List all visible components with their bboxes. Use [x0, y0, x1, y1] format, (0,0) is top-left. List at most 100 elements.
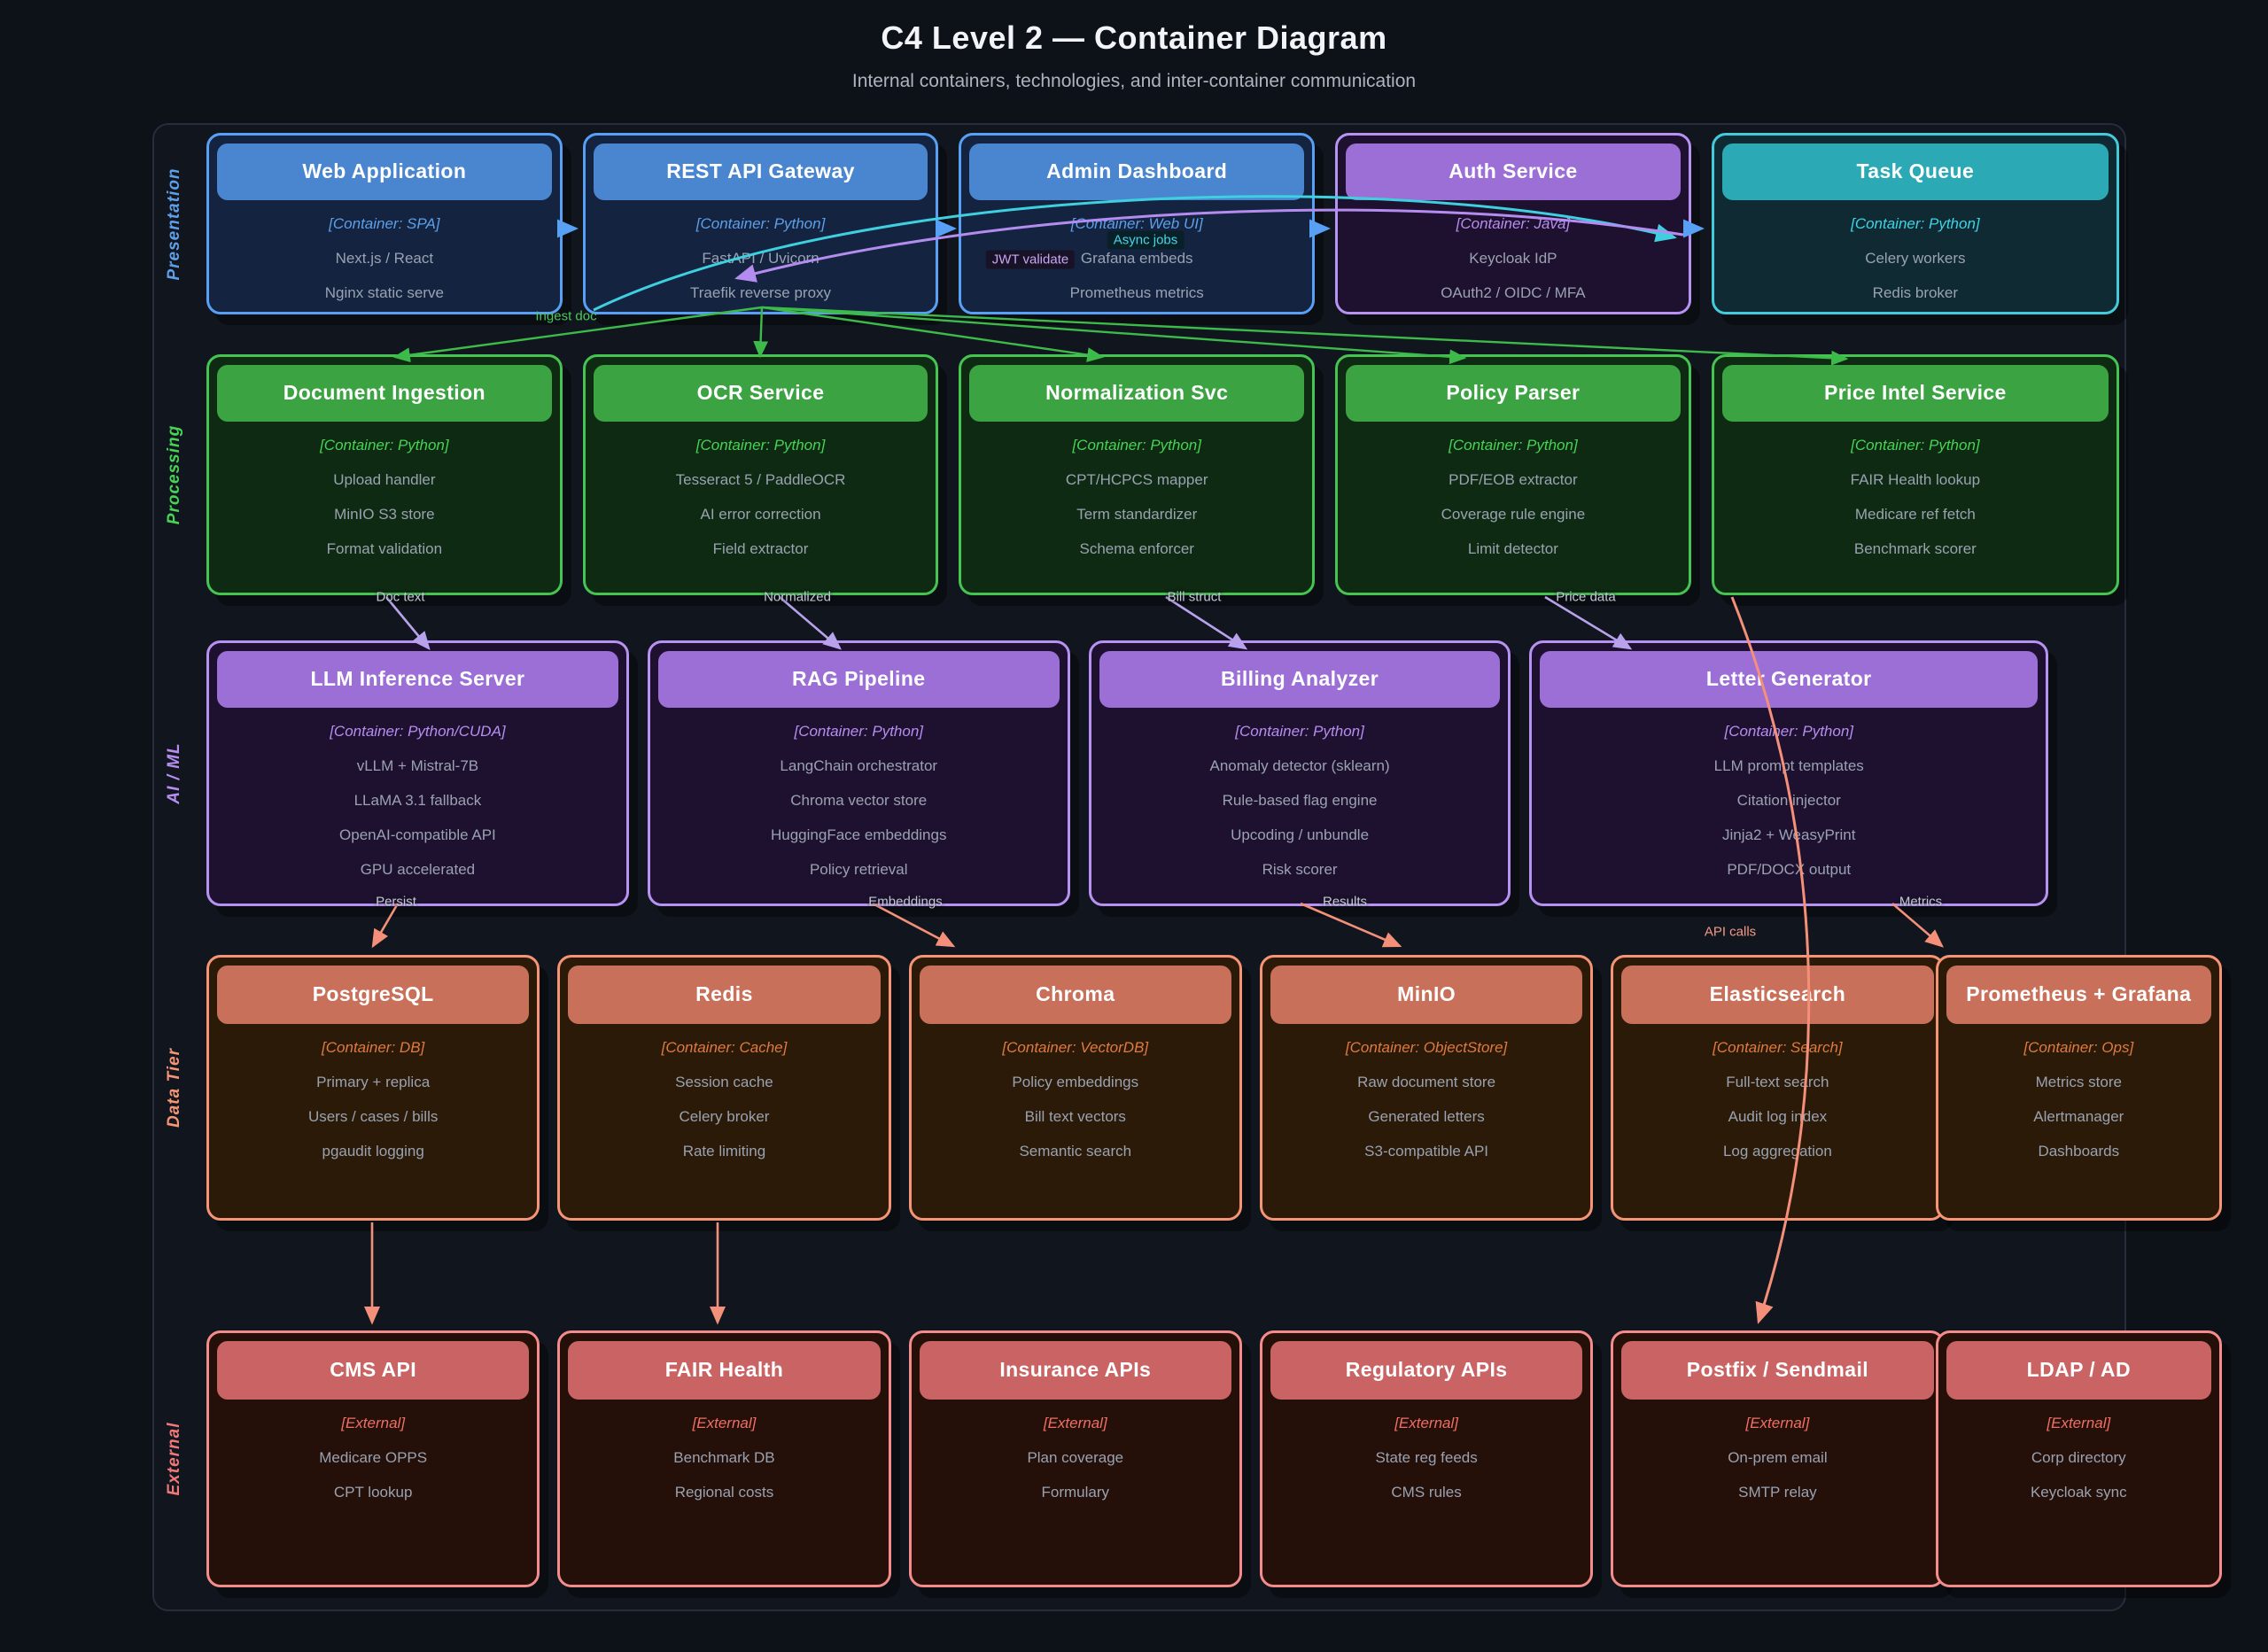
- box-body: [Container: Python] Tesseract 5 / PaddleO…: [594, 437, 928, 558]
- box-body: [Container: Ops] Metrics store Alertmanage…: [1946, 1039, 2211, 1160]
- container-type-label: [Container: Search]: [1713, 1039, 1843, 1056]
- container-box-chroma: Chroma [Container: VectorDB] Policy embedd…: [908, 955, 1242, 1221]
- box-line: Semantic search: [1019, 1143, 1132, 1160]
- edge-label-persist: Persist: [376, 894, 416, 910]
- box-line: PDF/EOB extractor: [1449, 471, 1578, 488]
- container-box-billing-analyzer: Billing Analyzer [Container: Python] Anoma…: [1088, 640, 1511, 906]
- box-line: Benchmark DB: [673, 1449, 775, 1466]
- tier-row-aiml: AI / ML LLM Inference Server [Container: P…: [165, 640, 2048, 906]
- box-line: MinIO S3 store: [334, 506, 435, 523]
- box-line: SMTP relay: [1738, 1484, 1817, 1501]
- box-title: Elasticsearch: [1621, 966, 1934, 1024]
- container-type-label: [Container: DB]: [322, 1039, 425, 1056]
- box-line: Citation injector: [1736, 792, 1841, 809]
- box-title: LDAP / AD: [1946, 1341, 2212, 1400]
- container-box-rag-pipeline: RAG Pipeline [Container: Python] LangChain…: [647, 640, 1070, 906]
- box-line: Session cache: [675, 1074, 773, 1090]
- container-type-label: [External]: [1745, 1415, 1810, 1431]
- container-box-letter-generator: Letter Generator [Container: Python] LLM p…: [1529, 640, 2048, 906]
- box-line: OpenAI-compatible API: [339, 826, 496, 843]
- edge-label-bill-struct: Bill struct: [1167, 589, 1222, 605]
- container-box-regulatory-apis: Regulatory APIs [External] State reg feeds…: [1259, 1330, 1594, 1587]
- box-line: Generated letters: [1368, 1108, 1485, 1125]
- container-box-postfix-sendmail: Postfix / Sendmail [External] On-prem emai…: [1611, 1330, 1945, 1587]
- container-box-admin-dashboard: Admin Dashboard [Container: Web UI] Grafan…: [959, 133, 1316, 314]
- box-line: HuggingFace embeddings: [771, 826, 947, 843]
- container-box-fair-health: FAIR Health [External] Benchmark DB Regiona…: [557, 1330, 891, 1587]
- box-line: Medicare ref fetch: [1854, 506, 1976, 523]
- box-title: Insurance APIs: [919, 1341, 1231, 1400]
- box-title: Regulatory APIs: [1270, 1341, 1583, 1400]
- box-line: Coverage rule engine: [1441, 506, 1586, 523]
- box-title: Admin Dashboard: [969, 143, 1305, 200]
- box-line: Rule-based flag engine: [1222, 792, 1378, 809]
- edge-label-ingest-doc: Ingest doc: [535, 308, 597, 324]
- edge-label-results: Results: [1322, 894, 1368, 910]
- box-line: Audit log index: [1728, 1108, 1828, 1125]
- edge-label-embeddings: Embeddings: [868, 894, 943, 910]
- tier-row-presentation: Presentation Web Application [Container: S…: [165, 133, 2119, 314]
- container-type-label: [Container: Python]: [1449, 437, 1578, 454]
- box-line: Dashboards: [2038, 1143, 2120, 1160]
- box-line: S3-compatible API: [1364, 1143, 1489, 1160]
- box-line: Primary + replica: [316, 1074, 431, 1090]
- tier-label-external: External: [165, 1422, 183, 1496]
- box-line: Keycloak IdP: [1469, 250, 1557, 267]
- box-body: [Container: Python] FAIR Health lookup Med…: [1722, 437, 2109, 558]
- box-line: Keycloak sync: [2030, 1484, 2127, 1501]
- container-box-insurance-apis: Insurance APIs [External] Plan coverage For…: [908, 1330, 1242, 1587]
- box-body: [Container: Python] FastAPI / Uvicorn Trae…: [594, 215, 928, 302]
- box-line: pgaudit logging: [322, 1143, 424, 1160]
- box-line: Regional costs: [674, 1484, 774, 1501]
- container-box-normalization-svc: Normalization Svc [Container: Python] CPT/…: [959, 354, 1316, 595]
- box-line: Redis broker: [1872, 284, 1959, 301]
- box-line: Schema enforcer: [1079, 540, 1194, 557]
- edge-label-normalized: Normalized: [764, 589, 831, 605]
- box-line: Formulary: [1041, 1484, 1110, 1501]
- box-body: [Container: VectorDB] Policy embeddings Bi…: [920, 1039, 1231, 1160]
- container-box-document-ingestion: Document Ingestion [Container: Python] Upl…: [206, 354, 563, 595]
- container-type-label: [Container: Python]: [695, 215, 826, 232]
- box-body: [Container: Python] PDF/EOB extractor Cove…: [1346, 437, 1681, 558]
- edge-label-api-calls: API calls: [1704, 924, 1757, 940]
- tier-label-aiml: AI / ML: [165, 742, 183, 804]
- container-box-auth-service: Auth Service [Container: Java] Keycloak Id…: [1335, 133, 1691, 314]
- box-title: Billing Analyzer: [1099, 651, 1501, 708]
- box-title: Task Queue: [1721, 143, 2109, 200]
- box-body: [External] On-prem email SMTP relay: [1621, 1415, 1933, 1501]
- box-line: Policy retrieval: [809, 861, 908, 878]
- box-line: Log aggregation: [1722, 1143, 1832, 1160]
- box-line: Jinja2 + WeasyPrint: [1722, 826, 1856, 843]
- box-line: vLLM + Mistral-7B: [356, 757, 479, 774]
- box-body: [External] State reg feeds CMS rules: [1270, 1415, 1582, 1501]
- edge-label-price-data: Price data: [1556, 589, 1616, 605]
- box-title: Prometheus + Grafana: [1946, 966, 2212, 1024]
- container-type-label: [Container: Python]: [695, 437, 826, 454]
- box-line: Metrics store: [2035, 1074, 2122, 1090]
- box-title: RAG Pipeline: [657, 651, 1060, 708]
- box-line: Limit detector: [1467, 540, 1558, 557]
- box-line: CPT lookup: [333, 1484, 413, 1501]
- box-title: FAIR Health: [568, 1341, 881, 1400]
- tier-label-data: Data Tier: [165, 1048, 183, 1128]
- box-line: LLaMA 3.1 fallback: [353, 792, 482, 809]
- box-body: [External] Plan coverage Formulary: [920, 1415, 1231, 1501]
- box-line: Users / cases / bills: [307, 1108, 439, 1125]
- container-box-web-application: Web Application [Container: SPA] Next.js /…: [206, 133, 563, 314]
- container-type-label: [Container: Python]: [1724, 723, 1853, 740]
- box-title: PostgreSQL: [217, 966, 530, 1024]
- box-line: LangChain orchestrator: [780, 757, 938, 774]
- box-line: Alertmanager: [2033, 1108, 2124, 1125]
- container-type-label: [External]: [692, 1415, 757, 1431]
- box-line: Tesseract 5 / PaddleOCR: [675, 471, 846, 488]
- tier-row-external: External CMS API [External] Medicare OPPS CP…: [165, 1330, 2223, 1587]
- box-body: [External] Medicare OPPS CPT lookup: [217, 1415, 529, 1501]
- container-box-prometheus-grafana: Prometheus + Grafana [Container: Ops] Metr…: [1935, 955, 2223, 1221]
- box-line: Upload handler: [333, 471, 436, 488]
- box-title: Redis: [568, 966, 881, 1024]
- box-line: Nginx static serve: [324, 284, 444, 301]
- container-box-minio: MinIO [Container: ObjectStore] Raw documen…: [1259, 955, 1594, 1221]
- box-title: CMS API: [217, 1341, 530, 1400]
- container-type-label: [Container: Ops]: [2023, 1039, 2134, 1056]
